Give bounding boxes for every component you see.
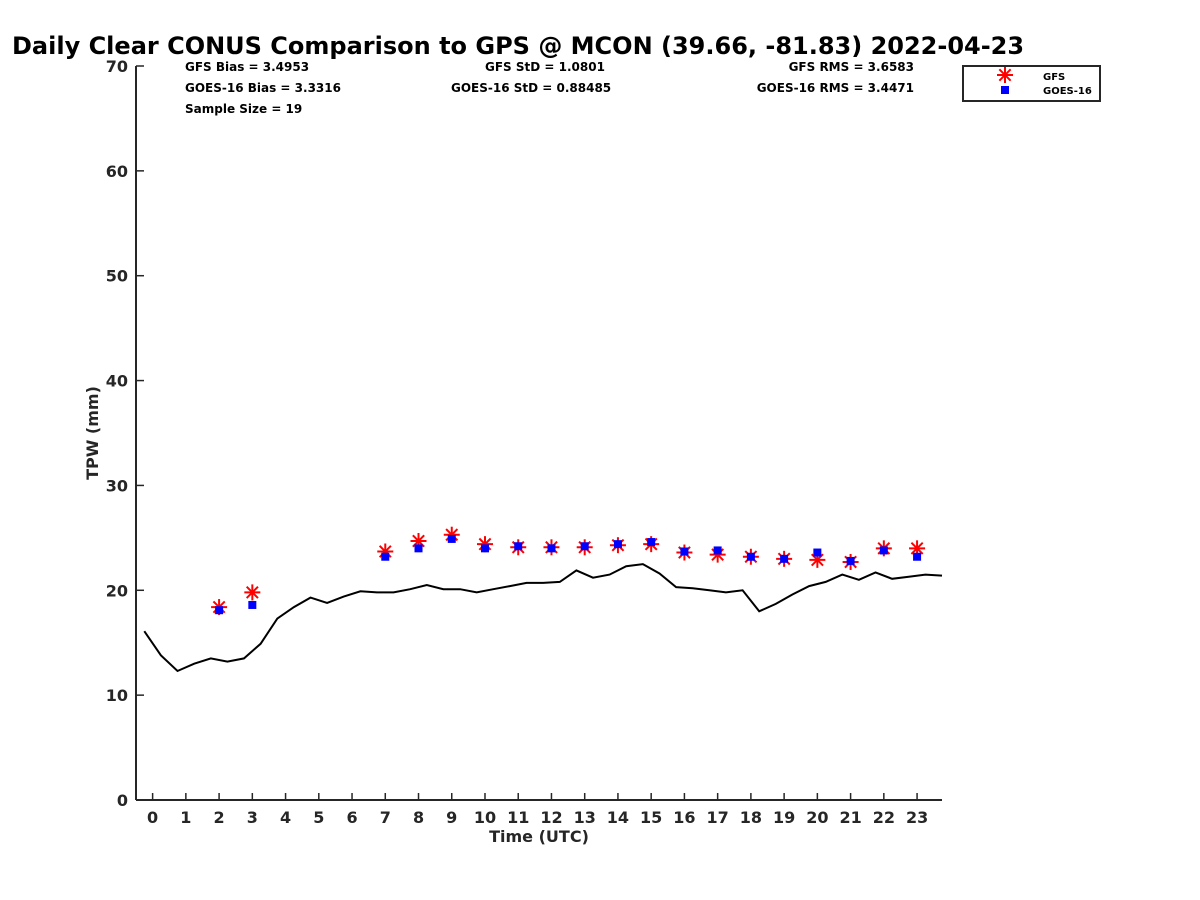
x-tick-label: 6 (346, 808, 357, 827)
x-tick-label: 20 (806, 808, 828, 827)
x-tick-label: 22 (873, 808, 895, 827)
x-tick-label: 4 (280, 808, 291, 827)
plot-axes (135, 66, 942, 801)
goes16-point (746, 552, 755, 561)
y-tick-label: 10 (106, 686, 128, 705)
goes16-point (248, 600, 257, 609)
goes16-point (647, 538, 656, 547)
goes-bias-text: GOES-16 Bias = 3.3316 (185, 81, 341, 95)
x-ticks: 0 1 2 3 4 5 6 7 8 9 10 11 12 13 14 15 16 17 18 19 20 21 22 23 (147, 793, 928, 827)
y-tick-label: 20 (106, 581, 128, 600)
goes-std-text: GOES-16 StD = 0.88485 (451, 81, 611, 95)
gfs-rms-text: GFS RMS = 3.6583 (789, 60, 914, 74)
asterisk-stroke (245, 586, 259, 599)
x-tick-label: 3 (247, 808, 258, 827)
goes16-point (613, 540, 622, 549)
sample-size-text: Sample Size = 19 (185, 102, 302, 116)
model-series-markers (211, 526, 926, 616)
legend-goes-marker (1001, 86, 1009, 94)
y-axis-label: TPW (mm) (83, 386, 102, 480)
goes16-point (447, 534, 456, 543)
y-tick-label: 0 (117, 791, 128, 810)
x-tick-label: 16 (673, 808, 695, 827)
legend-gfs-asterisk (997, 67, 1013, 83)
x-tick-label: 13 (574, 808, 596, 827)
x-tick-label: 11 (507, 808, 529, 827)
gfs-std-text: GFS StD = 1.0801 (485, 60, 605, 74)
legend-goes-label: GOES-16 (1043, 86, 1092, 97)
goes16-point (547, 544, 556, 553)
goes16-point (813, 548, 822, 557)
y-tick-label: 40 (106, 372, 128, 391)
gps-line (143, 563, 943, 673)
asterisk-stroke (910, 541, 924, 555)
legend-gfs-marker (997, 67, 1013, 83)
x-tick-label: 17 (707, 808, 729, 827)
gps-series (143, 563, 943, 673)
stats-block: GFS Bias = 3.4953 GOES-16 Bias = 3.3316 … (185, 60, 914, 116)
goes16-point (780, 554, 789, 563)
x-tick-label: 7 (380, 808, 391, 827)
chart-title: Daily Clear CONUS Comparison to GPS @ MC… (12, 32, 1024, 60)
goes16-point (414, 544, 423, 553)
x-tick-label: 21 (839, 808, 861, 827)
asterisk-stroke (998, 68, 1012, 82)
legend-gfs-label: GFS (1043, 72, 1065, 83)
goes16-point (514, 542, 523, 551)
legend-box (962, 65, 1101, 102)
gfs-point (909, 540, 926, 557)
goes16-point (480, 544, 489, 553)
x-tick-label: 10 (474, 808, 496, 827)
x-tick-label: 5 (313, 808, 324, 827)
goes16-point (713, 546, 722, 555)
x-tick-label: 1 (180, 808, 191, 827)
goes16-point (846, 556, 855, 565)
legend: GFS GOES-16 (962, 65, 1101, 102)
y-ticks: 0 10 20 30 40 50 60 70 (106, 57, 144, 810)
goes16-point (879, 546, 888, 555)
goes16-point (913, 552, 922, 561)
goes16-point (215, 606, 224, 615)
goes16-point (381, 552, 390, 561)
x-tick-label: 23 (906, 808, 928, 827)
y-tick-label: 60 (106, 162, 128, 181)
x-tick-label: 15 (640, 808, 662, 827)
y-tick-label: 50 (106, 267, 128, 286)
gfs-bias-text: GFS Bias = 3.4953 (185, 60, 309, 74)
x-axis-label: Time (UTC) (489, 827, 589, 846)
x-tick-label: 18 (740, 808, 762, 827)
x-tick-label: 14 (607, 808, 629, 827)
x-tick-label: 12 (540, 808, 562, 827)
goes-rms-text: GOES-16 RMS = 3.4471 (757, 81, 914, 95)
gfs-point (244, 584, 261, 601)
x-tick-label: 9 (446, 808, 457, 827)
x-tick-label: 8 (413, 808, 424, 827)
x-tick-label: 2 (214, 808, 225, 827)
x-tick-label: 0 (147, 808, 158, 827)
y-tick-label: 70 (106, 57, 128, 76)
goes16-point (680, 547, 689, 556)
x-tick-label: 19 (773, 808, 795, 827)
y-tick-label: 30 (106, 476, 128, 495)
goes16-point (580, 542, 589, 551)
